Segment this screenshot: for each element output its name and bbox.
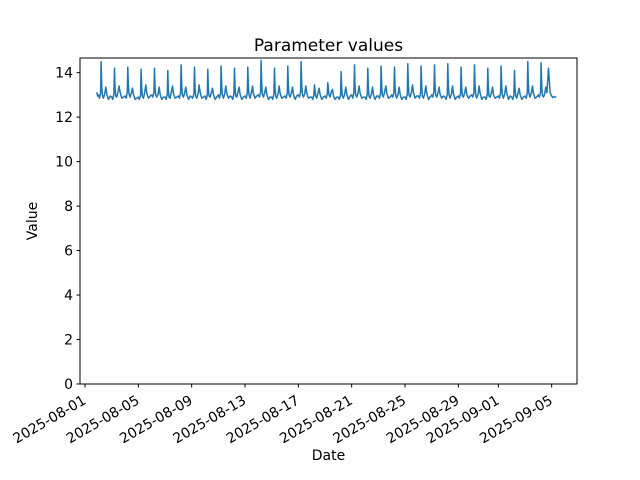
y-tick-label: 12 — [55, 110, 73, 126]
y-tick-label: 6 — [64, 244, 73, 260]
y-tick-label: 10 — [55, 155, 73, 171]
y-tick-label: 4 — [64, 288, 73, 304]
x-axis-label: Date — [312, 448, 345, 464]
plot-area — [79, 57, 578, 385]
y-tick-label: 0 — [64, 377, 73, 393]
y-axis-label: Value — [25, 202, 41, 240]
series-line — [96, 59, 557, 101]
y-tick-label: 14 — [55, 66, 73, 82]
y-tick-label: 8 — [64, 199, 73, 215]
y-tick-label: 2 — [64, 333, 73, 349]
chart-title: Parameter values — [254, 36, 403, 56]
x-axis: 2025-08-012025-08-052025-08-092025-08-13… — [11, 384, 556, 447]
y-axis: 0 2 4 6 8 10 12 14 — [55, 66, 80, 393]
